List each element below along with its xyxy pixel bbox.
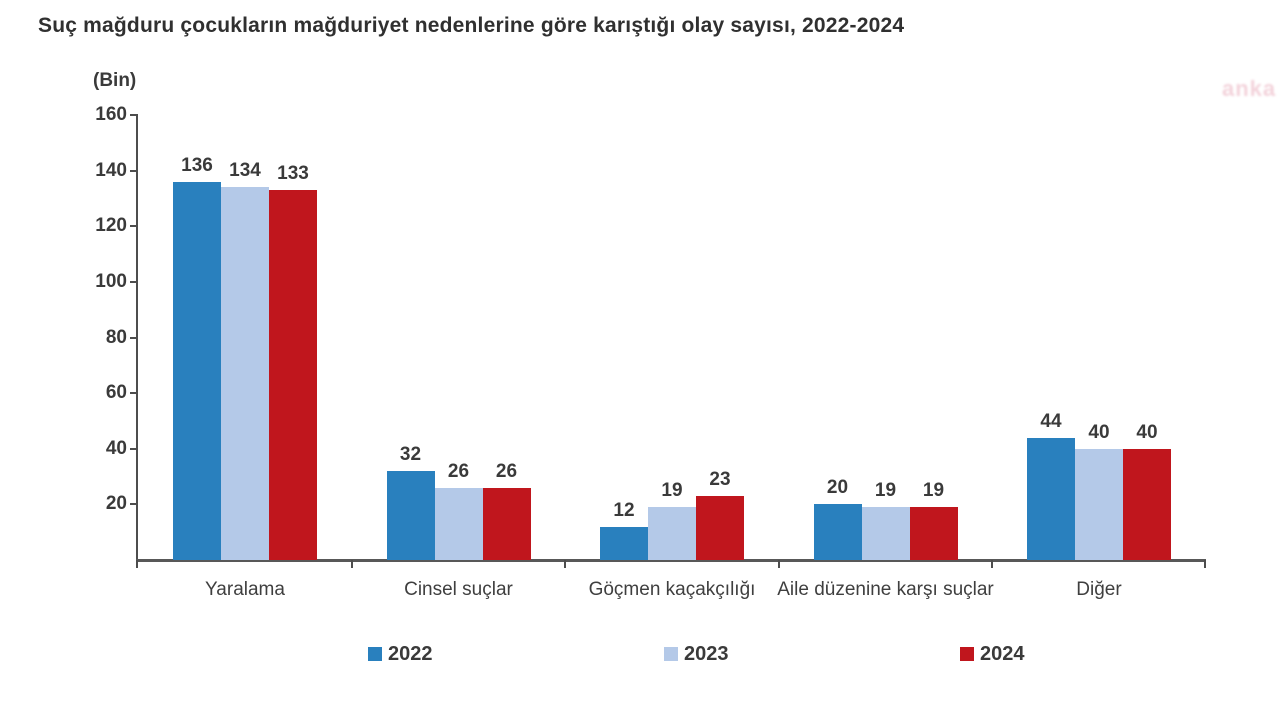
y-tick-mark: [130, 280, 137, 283]
y-tick-mark: [130, 392, 137, 395]
bar-value-label: 20: [826, 477, 849, 499]
legend: 2022 2023 2024: [0, 643, 1280, 667]
category-label: Cinsel suçlar: [404, 579, 513, 600]
bar-value-label: 19: [661, 480, 683, 502]
x-axis-line: [136, 559, 1206, 562]
bar-2022: [813, 504, 862, 560]
legend-label-2022: 2022: [388, 643, 433, 665]
y-axis-unit-label: (Bin): [93, 70, 137, 91]
legend-item-2022: 2022: [368, 643, 433, 665]
bar-2022: [173, 181, 221, 560]
legend-label-2024: 2024: [980, 643, 1025, 665]
x-tick-mark: [1204, 560, 1206, 568]
watermark: anka: [1222, 76, 1277, 101]
y-tick-mark: [130, 114, 137, 116]
bar-value-label: 133: [277, 163, 309, 185]
bar-value-label: 19: [874, 480, 897, 502]
bar-2024: [909, 507, 958, 560]
bar-2023: [221, 187, 269, 560]
bar-value-label: 26: [495, 460, 518, 482]
y-tick-label: 20: [105, 493, 127, 515]
y-tick-label: 100: [95, 270, 127, 292]
bar-2023: [434, 487, 483, 560]
bar-2023: [1075, 448, 1123, 560]
legend-item-2024: 2024: [960, 643, 1025, 665]
x-tick-mark: [350, 560, 353, 568]
bar-value-label: 26: [447, 460, 470, 482]
bar-value-label: 40: [1136, 421, 1158, 443]
category-label: Aile düzenine karşı suçlar: [777, 579, 994, 600]
y-tick-label: 120: [95, 215, 127, 237]
bar-2022: [386, 471, 435, 560]
x-tick-mark: [136, 560, 138, 568]
legend-swatch-2024: [960, 647, 974, 661]
bar-value-label: 23: [709, 469, 731, 491]
y-tick-label: 80: [105, 326, 127, 348]
legend-swatch-2023: [664, 647, 678, 661]
bar-2024: [482, 487, 531, 560]
y-tick-mark: [130, 503, 137, 506]
y-tick-mark: [130, 169, 137, 172]
bar-value-label: 44: [1040, 410, 1062, 432]
y-tick-label: 140: [95, 159, 127, 181]
bar-value-label: 12: [613, 499, 635, 521]
bar-2024: [269, 190, 317, 560]
legend-item-2023: 2023: [664, 643, 729, 665]
bar-value-label: 19: [922, 480, 945, 502]
x-tick-mark: [991, 560, 993, 568]
y-tick-mark: [130, 225, 137, 228]
y-axis-line: [136, 114, 138, 561]
bar-2024: [1123, 448, 1171, 560]
y-tick-label: 60: [105, 382, 127, 404]
bar-2024: [696, 496, 744, 560]
x-tick-mark: [564, 560, 566, 568]
bar-value-label: 136: [181, 154, 213, 176]
y-tick-mark: [130, 447, 137, 450]
bar-value-label: 134: [229, 160, 261, 182]
bar-2023: [861, 507, 910, 560]
legend-label-2023: 2023: [684, 643, 729, 665]
bar-2022: [600, 526, 648, 560]
category-label: Yaralama: [205, 579, 285, 600]
bar-2022: [1027, 437, 1075, 560]
y-tick-label: 160: [95, 104, 127, 125]
category-label: Diğer: [1076, 579, 1122, 600]
legend-swatch-2022: [368, 647, 382, 661]
category-label: Göçmen kaçakçılığı: [588, 579, 756, 600]
y-tick-mark: [130, 336, 137, 339]
bar-value-label: 32: [399, 444, 422, 465]
chart-title: Suç mağduru çocukların mağduriyet nedenl…: [38, 14, 905, 37]
bar-value-label: 40: [1088, 421, 1110, 443]
y-tick-label: 40: [105, 437, 127, 459]
bar-2023: [648, 507, 696, 560]
x-tick-mark: [777, 560, 780, 568]
